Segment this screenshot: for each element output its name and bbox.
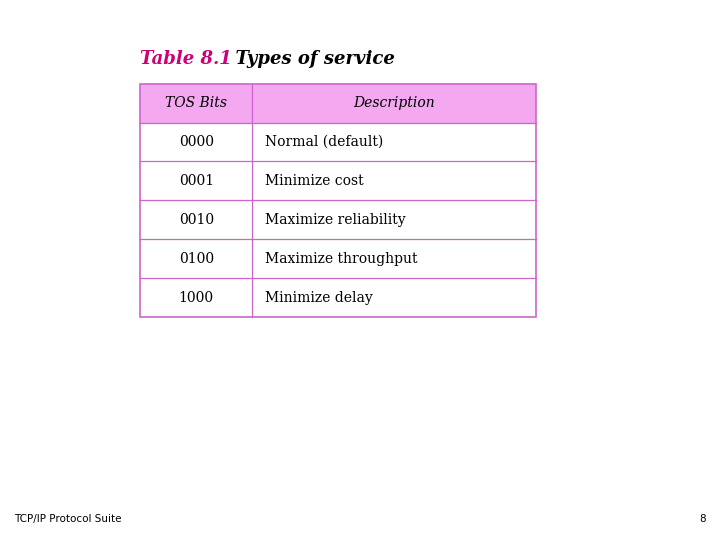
Text: Maximize throughput: Maximize throughput [265,252,418,266]
Text: 0100: 0100 [179,252,214,266]
Bar [140,200,536,239]
Text: 0000: 0000 [179,135,214,149]
Bar [140,278,536,317]
Text: 0001: 0001 [179,174,214,188]
Bar [140,239,536,278]
Text: 8: 8 [699,514,706,524]
Text: 1000: 1000 [179,291,214,305]
Text: Maximize reliability: Maximize reliability [265,213,405,227]
Text: Minimize delay: Minimize delay [265,291,373,305]
Text: Description: Description [354,96,435,110]
Bar [140,84,536,317]
Text: Types of service: Types of service [223,50,395,68]
Bar [140,84,536,123]
Text: Minimize cost: Minimize cost [265,174,364,188]
Text: Table 8.1: Table 8.1 [140,50,232,68]
Bar [140,161,536,200]
Text: TOS Bits: TOS Bits [165,96,228,110]
Text: Normal (default): Normal (default) [265,135,383,149]
Text: TCP/IP Protocol Suite: TCP/IP Protocol Suite [14,514,122,524]
Bar [140,123,536,161]
Text: 0010: 0010 [179,213,214,227]
